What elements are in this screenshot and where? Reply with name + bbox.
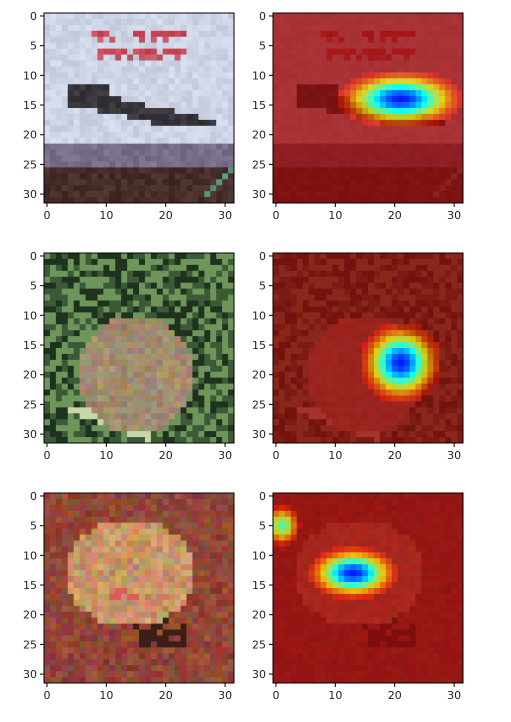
y-tick-label: 5 bbox=[30, 280, 37, 293]
panel-1: 0 10 20 30 0 5 10 15 20 25 30 bbox=[23, 10, 234, 222]
y-tick-label: 5 bbox=[30, 520, 37, 533]
y-tick-label: 10 bbox=[23, 69, 37, 82]
y-tick-label: 25 bbox=[23, 398, 37, 411]
y-tick-label: 20 bbox=[23, 369, 37, 382]
y-tick-label: 10 bbox=[23, 309, 37, 322]
y-tick-label: 10 bbox=[23, 549, 37, 562]
x-tick-label: 10 bbox=[99, 449, 113, 462]
x-tick-label: 0 bbox=[43, 449, 50, 462]
x-tick-label: 0 bbox=[43, 689, 50, 702]
panel-6: 0 10 20 30 0 5 10 15 20 25 30 bbox=[252, 490, 463, 702]
x-tick-label: 20 bbox=[388, 449, 402, 462]
x-tick-label: 20 bbox=[388, 209, 402, 222]
x-tick-label: 30 bbox=[218, 449, 232, 462]
y-tick-label: 0 bbox=[259, 250, 266, 263]
y-tick-label: 5 bbox=[30, 40, 37, 53]
y-tick-label: 20 bbox=[252, 609, 266, 622]
x-tick-label: 0 bbox=[43, 209, 50, 222]
x-tick-label: 10 bbox=[328, 689, 342, 702]
x-tick-label: 30 bbox=[447, 449, 461, 462]
y-tick-label: 30 bbox=[23, 188, 37, 201]
image-pixels bbox=[273, 493, 463, 683]
x-tick-label: 10 bbox=[328, 209, 342, 222]
y-tick-label: 20 bbox=[252, 129, 266, 142]
panel-2: 0 10 20 30 0 5 10 15 20 25 30 bbox=[252, 10, 463, 222]
y-tick-label: 30 bbox=[23, 428, 37, 441]
x-tick-label: 20 bbox=[159, 449, 173, 462]
x-tick-label: 30 bbox=[218, 689, 232, 702]
x-tick-label: 10 bbox=[99, 689, 113, 702]
x-tick-label: 30 bbox=[447, 689, 461, 702]
y-tick-label: 25 bbox=[252, 638, 266, 651]
y-tick-label: 15 bbox=[23, 579, 37, 592]
y-tick-label: 25 bbox=[252, 398, 266, 411]
x-tick-label: 20 bbox=[388, 689, 402, 702]
y-tick-label: 25 bbox=[23, 158, 37, 171]
y-tick-label: 20 bbox=[252, 369, 266, 382]
y-tick-label: 5 bbox=[259, 280, 266, 293]
y-tick-label: 0 bbox=[30, 490, 37, 503]
y-tick-label: 10 bbox=[252, 69, 266, 82]
y-tick-label: 30 bbox=[23, 668, 37, 681]
y-tick-label: 5 bbox=[259, 40, 266, 53]
y-tick-label: 20 bbox=[23, 609, 37, 622]
y-tick-label: 25 bbox=[252, 158, 266, 171]
image-pixels bbox=[273, 253, 463, 443]
x-tick-label: 10 bbox=[99, 209, 113, 222]
y-tick-label: 25 bbox=[23, 638, 37, 651]
x-tick-label: 30 bbox=[218, 209, 232, 222]
y-tick-label: 15 bbox=[252, 339, 266, 352]
y-tick-label: 15 bbox=[252, 579, 266, 592]
x-tick-label: 0 bbox=[272, 209, 279, 222]
y-tick-label: 30 bbox=[252, 668, 266, 681]
panel-4: 0 10 20 30 0 5 10 15 20 25 30 bbox=[252, 250, 463, 462]
y-tick-label: 15 bbox=[252, 99, 266, 112]
x-tick-label: 0 bbox=[272, 689, 279, 702]
y-tick-label: 15 bbox=[23, 339, 37, 352]
y-tick-label: 15 bbox=[23, 99, 37, 112]
image-pixels bbox=[44, 253, 234, 443]
y-tick-label: 0 bbox=[30, 250, 37, 263]
x-tick-label: 0 bbox=[272, 449, 279, 462]
image-pixels bbox=[44, 13, 234, 203]
y-tick-label: 0 bbox=[259, 490, 266, 503]
x-tick-label: 20 bbox=[159, 209, 173, 222]
y-tick-label: 0 bbox=[30, 10, 37, 23]
x-tick-label: 10 bbox=[328, 449, 342, 462]
y-tick-label: 30 bbox=[252, 188, 266, 201]
image-pixels bbox=[44, 493, 234, 683]
y-tick-label: 5 bbox=[259, 520, 266, 533]
y-tick-label: 10 bbox=[252, 309, 266, 322]
y-tick-label: 10 bbox=[252, 549, 266, 562]
y-tick-label: 0 bbox=[259, 10, 266, 23]
x-tick-label: 30 bbox=[447, 209, 461, 222]
image-pixels bbox=[273, 13, 463, 203]
y-tick-label: 20 bbox=[23, 129, 37, 142]
x-tick-label: 20 bbox=[159, 689, 173, 702]
panel-5: 0 10 20 30 0 5 10 15 20 25 30 bbox=[23, 490, 234, 702]
panel-3: 0 10 20 30 0 5 10 15 20 25 30 bbox=[23, 250, 234, 462]
y-tick-label: 30 bbox=[252, 428, 266, 441]
